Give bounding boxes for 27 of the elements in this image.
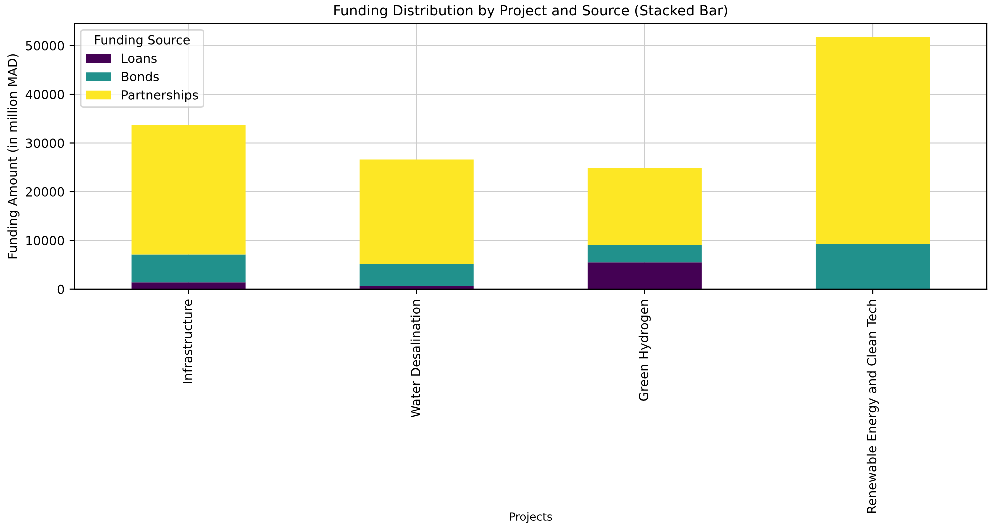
bar bbox=[360, 264, 474, 286]
bar bbox=[132, 254, 246, 283]
x-tick-label: Renewable Energy and Clean Tech bbox=[866, 300, 880, 513]
bar bbox=[816, 37, 930, 244]
bar bbox=[588, 168, 702, 246]
y-axis-title: Funding Amount (in million MAD) bbox=[8, 54, 20, 259]
bar bbox=[132, 282, 246, 290]
legend-label: Partnerships bbox=[122, 90, 198, 102]
bar bbox=[588, 246, 702, 263]
bar bbox=[360, 160, 474, 264]
legend-label: Bonds bbox=[122, 72, 160, 82]
x-tick-label: Infrastructure bbox=[182, 300, 192, 384]
bar bbox=[132, 125, 246, 255]
y-tick-label: 50000 bbox=[26, 41, 64, 51]
y-tick-label: 40000 bbox=[26, 90, 64, 100]
bar bbox=[588, 262, 702, 290]
legend-title: Funding Source bbox=[95, 35, 190, 48]
y-tick-label: 0 bbox=[58, 284, 64, 294]
bar bbox=[816, 244, 930, 290]
x-axis-title: Projects bbox=[510, 512, 552, 524]
chart-title: Funding Distribution by Project and Source (Stacked Bar) bbox=[334, 5, 728, 18]
x-tick-label: Water Desalination bbox=[410, 300, 420, 418]
y-tick-label: 10000 bbox=[26, 236, 64, 246]
legend-label: Loans bbox=[122, 54, 157, 64]
x-tick-label: Green Hydrogen bbox=[638, 300, 651, 402]
y-tick-label: 20000 bbox=[26, 187, 64, 197]
y-tick-label: 30000 bbox=[26, 138, 64, 148]
